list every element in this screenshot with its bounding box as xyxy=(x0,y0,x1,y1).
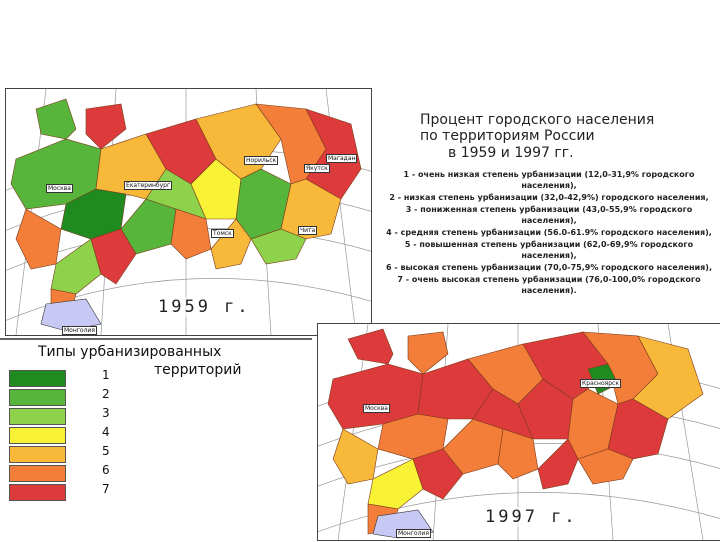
city-label-mongolia: Монголия xyxy=(62,326,97,335)
map-1997: Москва Красноярск Монголия 1997 г. xyxy=(317,323,720,541)
type-swatch-4 xyxy=(9,427,66,444)
map-1959-year: 1959 г. xyxy=(154,297,255,317)
map-1959-graphic xyxy=(6,89,371,335)
type-swatch-7 xyxy=(9,484,66,501)
type-number-6: 6 xyxy=(102,463,110,477)
type-number-4: 4 xyxy=(102,425,110,439)
title-line-2: по территориям России xyxy=(420,128,595,144)
city-label-mongolia-1997: Монголия xyxy=(396,529,431,538)
type-number-2: 2 xyxy=(102,387,110,401)
title-line-1: Процент городского населения xyxy=(420,112,655,128)
type-swatch-5 xyxy=(9,446,66,463)
map-1997-year: 1997 г. xyxy=(481,507,582,527)
type-swatch-2 xyxy=(9,389,66,406)
city-label-moscow: Москва xyxy=(46,184,73,193)
types-legend: Типы урбанизированных территорий 1 2 3 4 5 6 7 xyxy=(0,338,312,542)
map-1997-graphic xyxy=(318,324,720,540)
title-line-3: в 1959 и 1997 гг. xyxy=(448,145,574,161)
city-label-yakutsk: Якутск xyxy=(304,164,330,173)
types-title-line-2: территорий xyxy=(154,362,242,378)
city-label-tomsk: Томск xyxy=(211,229,234,238)
legend-item-3: 3 - пониженная степень урбанизации (43,0… xyxy=(405,205,693,225)
city-label-magadan: Магадан xyxy=(326,154,358,163)
legend-item-2: 2 - низкая степень урбанизации (32,0-42,… xyxy=(389,193,709,202)
legend-item-7: 7 - очень высокая степень урбанизации (7… xyxy=(397,275,701,295)
legend-item-4: 4 - средняя степень урбанизации (56.0-61… xyxy=(386,228,712,237)
type-swatch-1 xyxy=(9,370,66,387)
city-label-norilsk: Норильск xyxy=(244,156,279,165)
type-swatch-3 xyxy=(9,408,66,425)
legend-item-5: 5 - повышенная степень урбанизации (62,0… xyxy=(404,240,694,260)
legend-item-1: 1 - очень низкая степень урбанизации (12… xyxy=(403,170,695,190)
legend-text: 1 - очень низкая степень урбанизации (12… xyxy=(378,169,720,297)
city-label-chita: Чита xyxy=(298,226,318,235)
type-number-3: 3 xyxy=(102,406,110,420)
type-number-1: 1 xyxy=(102,368,110,382)
map-1959: Москва Норильск Якутск Екатеринбург Томс… xyxy=(5,88,372,336)
city-label-ekaterinburg: Екатеринбург xyxy=(124,181,173,190)
legend-item-6: 6 - высокая степень урбанизации (70,0-75… xyxy=(386,263,712,272)
type-swatch-6 xyxy=(9,465,66,482)
types-title-line-1: Типы урбанизированных xyxy=(38,344,222,360)
city-label-krasnoyarsk-1997: Красноярск xyxy=(580,379,621,388)
type-number-7: 7 xyxy=(102,482,110,496)
city-label-moscow-1997: Москва xyxy=(363,404,390,413)
type-number-5: 5 xyxy=(102,444,110,458)
